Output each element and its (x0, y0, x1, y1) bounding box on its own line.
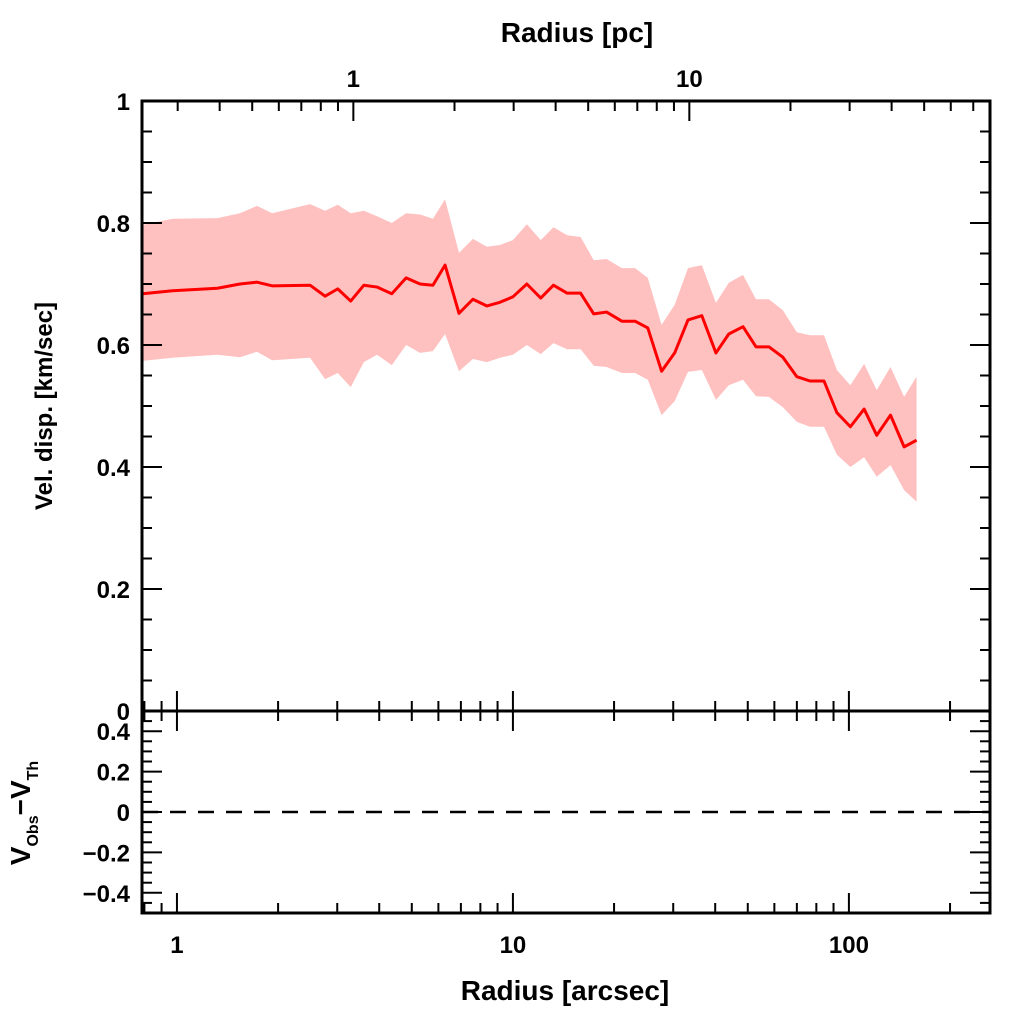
x-tick-label: 1 (170, 932, 183, 959)
x-axis-label: Radius [arcsec] (461, 975, 670, 1006)
top-x-tick-label: 10 (676, 66, 703, 93)
label-part: − (5, 799, 36, 815)
y-tick-label: 1 (117, 89, 130, 116)
label-part: Th (25, 761, 42, 781)
dispersion-line (142, 263, 918, 449)
x-tick-label: 100 (829, 932, 869, 959)
top-x-axis-label: Radius [pc] (501, 17, 653, 48)
y-tick-label: 0.6 (97, 333, 130, 360)
error-band (142, 199, 917, 502)
y-tick-label: 0.2 (97, 577, 130, 604)
y-tick-label: 0.4 (97, 455, 131, 482)
x-tick-label: 10 (500, 932, 527, 959)
bottom-y-tick-label: 0.2 (97, 760, 130, 787)
y-tick-label: 0 (117, 699, 130, 726)
y-axis-label: Vel. disp. [km/sec] (31, 302, 58, 510)
label-part: V (5, 780, 36, 799)
label-part: V (5, 846, 36, 865)
bottom-y-tick-label: −0.2 (83, 840, 130, 867)
label-part: Obs (25, 815, 42, 846)
y-tick-label: 0.8 (97, 211, 130, 238)
bottom-y-tick-label: 0 (117, 800, 130, 827)
bottom-y-tick-label: 0.4 (97, 719, 131, 746)
residual-y-axis-label: VObs−VTh (5, 761, 42, 865)
bottom-y-tick-label: −0.4 (83, 881, 131, 908)
top-x-tick-label: 1 (347, 66, 360, 93)
